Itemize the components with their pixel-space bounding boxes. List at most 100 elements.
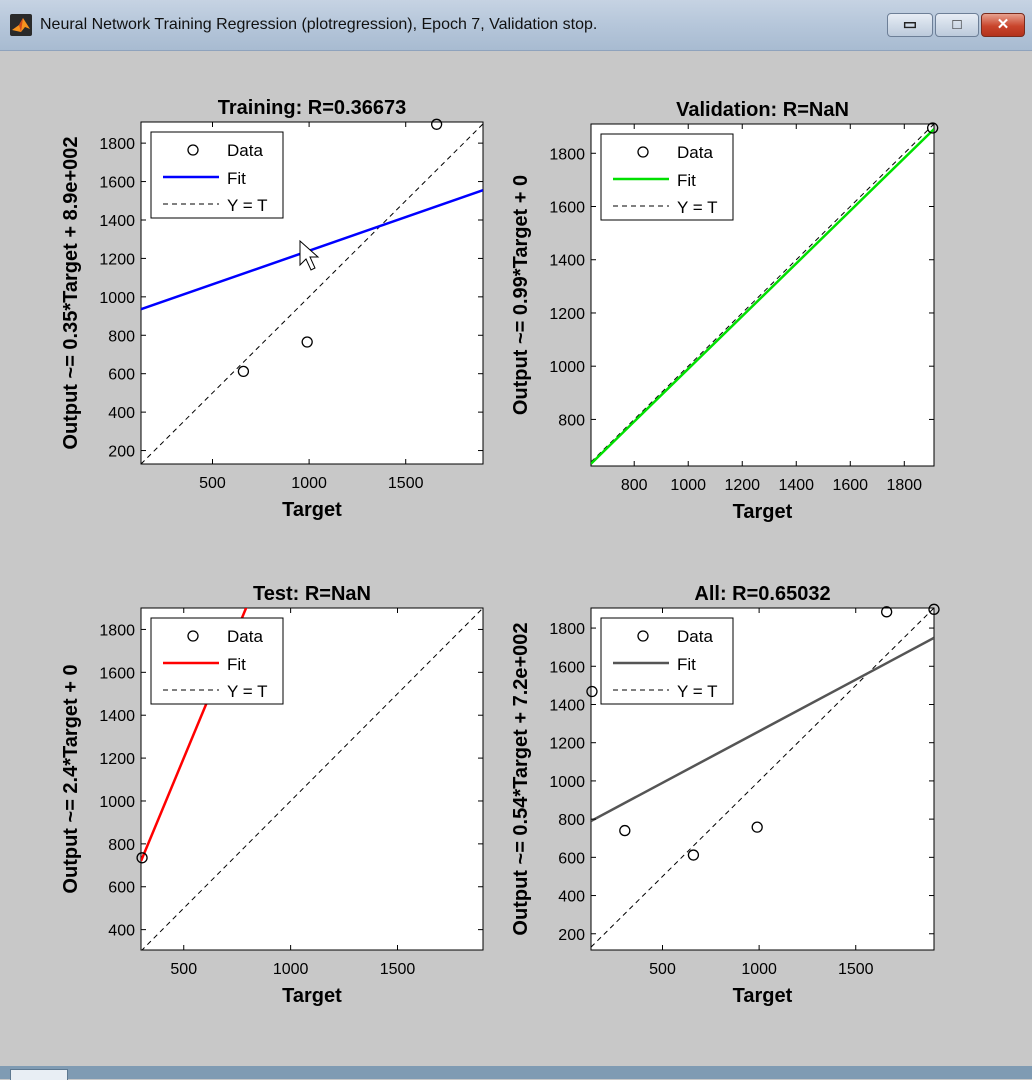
legend-data-label: Data <box>677 143 713 162</box>
plot-3: 500 1000 1500 200 400 600 800 1000 1200 1400 1600 1… <box>510 583 940 1007</box>
data-point <box>928 603 940 615</box>
legend-fit-label: Fit <box>677 171 696 190</box>
legend-data-marker <box>637 146 649 158</box>
data-point <box>881 606 893 618</box>
x-tick-label: 500 <box>170 961 197 978</box>
plot-title: Test: R=NaN <box>253 583 371 605</box>
y-tick-label: 800 <box>558 812 585 829</box>
x-tick-label: 1500 <box>388 475 424 492</box>
x-tick-label: 1000 <box>670 477 706 494</box>
x-tick-label: 1200 <box>724 477 760 494</box>
y-tick-label: 1800 <box>549 621 585 638</box>
y-tick-label: 1600 <box>99 665 135 682</box>
y-axis-label: Output ~= 0.35*Target + 8.9e+002 <box>60 136 82 449</box>
legend-identity-label: Y = T <box>677 198 717 217</box>
y-tick-label: 1000 <box>549 359 585 376</box>
legend-fit-label: Fit <box>227 169 246 188</box>
fit-line <box>591 636 934 823</box>
y-tick-label: 1000 <box>99 794 135 811</box>
x-tick-label: 1500 <box>838 961 874 978</box>
y-tick-label: 1600 <box>99 175 135 192</box>
figure-area: 500 1000 1500 200 400 600 800 1000 1200 1400 1600 1… <box>0 51 1032 1066</box>
regression-plots: 500 1000 1500 200 400 600 800 1000 1200 1400 1600 1… <box>60 97 940 1007</box>
plot-0: 500 1000 1500 200 400 600 800 1000 1200 1400 1600 1… <box>60 97 484 521</box>
plot-title: Training: R=0.36673 <box>218 97 406 119</box>
y-tick-label: 400 <box>558 889 585 906</box>
y-tick-label: 600 <box>558 850 585 867</box>
y-tick-label: 1800 <box>99 622 135 639</box>
y-tick-label: 1000 <box>99 290 135 307</box>
x-tick-label: 1400 <box>778 477 814 494</box>
y-axis-label: Output ~= 0.54*Target + 7.2e+002 <box>510 622 532 935</box>
data-point <box>586 685 598 698</box>
legend-data-label: Data <box>227 141 263 160</box>
x-tick-label: 1600 <box>832 477 868 494</box>
data-point <box>751 821 763 833</box>
legend-identity-label: Y = T <box>227 682 267 701</box>
plot-1: 800 1000 1200 1400 1600 1800 800 1000 1200 1400 16… <box>510 99 939 523</box>
x-tick-label: 1000 <box>273 961 309 978</box>
plot-inner <box>141 123 483 464</box>
x-tick-label: 1500 <box>380 961 416 978</box>
y-tick-label: 1000 <box>549 774 585 791</box>
plot-inner <box>141 608 483 950</box>
x-axis-label: Target <box>733 501 793 523</box>
y-tick-label: 1400 <box>549 697 585 714</box>
x-tick-label: 800 <box>621 477 648 494</box>
y-tick-label: 1600 <box>549 659 585 676</box>
y-tick-label: 1400 <box>99 708 135 725</box>
fit-line <box>141 608 248 862</box>
data-point <box>687 849 700 861</box>
y-tick-label: 1400 <box>99 213 135 230</box>
close-icon: ✕ <box>996 16 1010 33</box>
x-axis-label: Target <box>282 499 342 521</box>
y-tick-label: 1200 <box>99 251 135 268</box>
legend-fit-label: Fit <box>677 655 696 674</box>
taskbar-strip <box>0 1066 1032 1079</box>
y-tick-label: 400 <box>108 923 135 940</box>
y-tick-label: 200 <box>558 927 585 944</box>
plot-inner <box>591 608 934 948</box>
legend-identity-label: Y = T <box>677 682 717 701</box>
x-tick-label: 500 <box>649 961 676 978</box>
y-tick-label: 600 <box>108 880 135 897</box>
legend-data-label: Data <box>677 627 713 646</box>
y-tick-label: 1200 <box>99 751 135 768</box>
y-tick-label: 1400 <box>549 253 585 270</box>
y-tick-label: 400 <box>108 405 135 422</box>
x-tick-label: 1800 <box>886 477 922 494</box>
fit-line <box>591 128 934 465</box>
x-tick-label: 1000 <box>291 475 327 492</box>
close-button[interactable]: ✕ <box>981 13 1025 37</box>
y-axis-label: Output ~= 2.4*Target + 0 <box>60 664 82 893</box>
y-tick-label: 200 <box>108 444 135 461</box>
data-point <box>237 365 250 378</box>
y-tick-label: 800 <box>108 328 135 345</box>
fit-line <box>141 189 483 311</box>
data-point <box>430 118 443 130</box>
y-tick-label: 1200 <box>549 736 585 753</box>
y-tick-label: 1200 <box>549 306 585 323</box>
y-axis-label: Output ~= 0.99*Target + 0 <box>510 175 532 415</box>
data-point <box>301 336 313 348</box>
plot-2: 500 1000 1500 400 600 800 1000 1200 1400 1600 1800… <box>60 583 484 1007</box>
window-title: Neural Network Training Regression (plot… <box>40 16 598 33</box>
plot-inner <box>591 124 934 465</box>
data-point <box>619 824 631 837</box>
y-tick-label: 1800 <box>99 136 135 153</box>
legend-fit-label: Fit <box>227 655 246 674</box>
legend-data-marker <box>187 144 199 156</box>
plot-title: All: R=0.65032 <box>694 583 830 605</box>
plot-title: Validation: R=NaN <box>676 99 849 121</box>
legend-data-marker <box>637 630 649 642</box>
y-tick-label: 800 <box>108 837 135 854</box>
matlab-icon <box>10 14 32 36</box>
taskbar-tab[interactable] <box>10 1069 68 1080</box>
maximize-button[interactable]: □ <box>935 13 979 37</box>
maximize-icon: □ <box>952 16 962 33</box>
y-tick-label: 800 <box>558 412 585 429</box>
x-tick-label: 1000 <box>741 961 777 978</box>
y-tick-label: 1800 <box>549 146 585 163</box>
minimize-button[interactable]: ▭ <box>887 13 933 37</box>
x-tick-label: 500 <box>199 475 226 492</box>
